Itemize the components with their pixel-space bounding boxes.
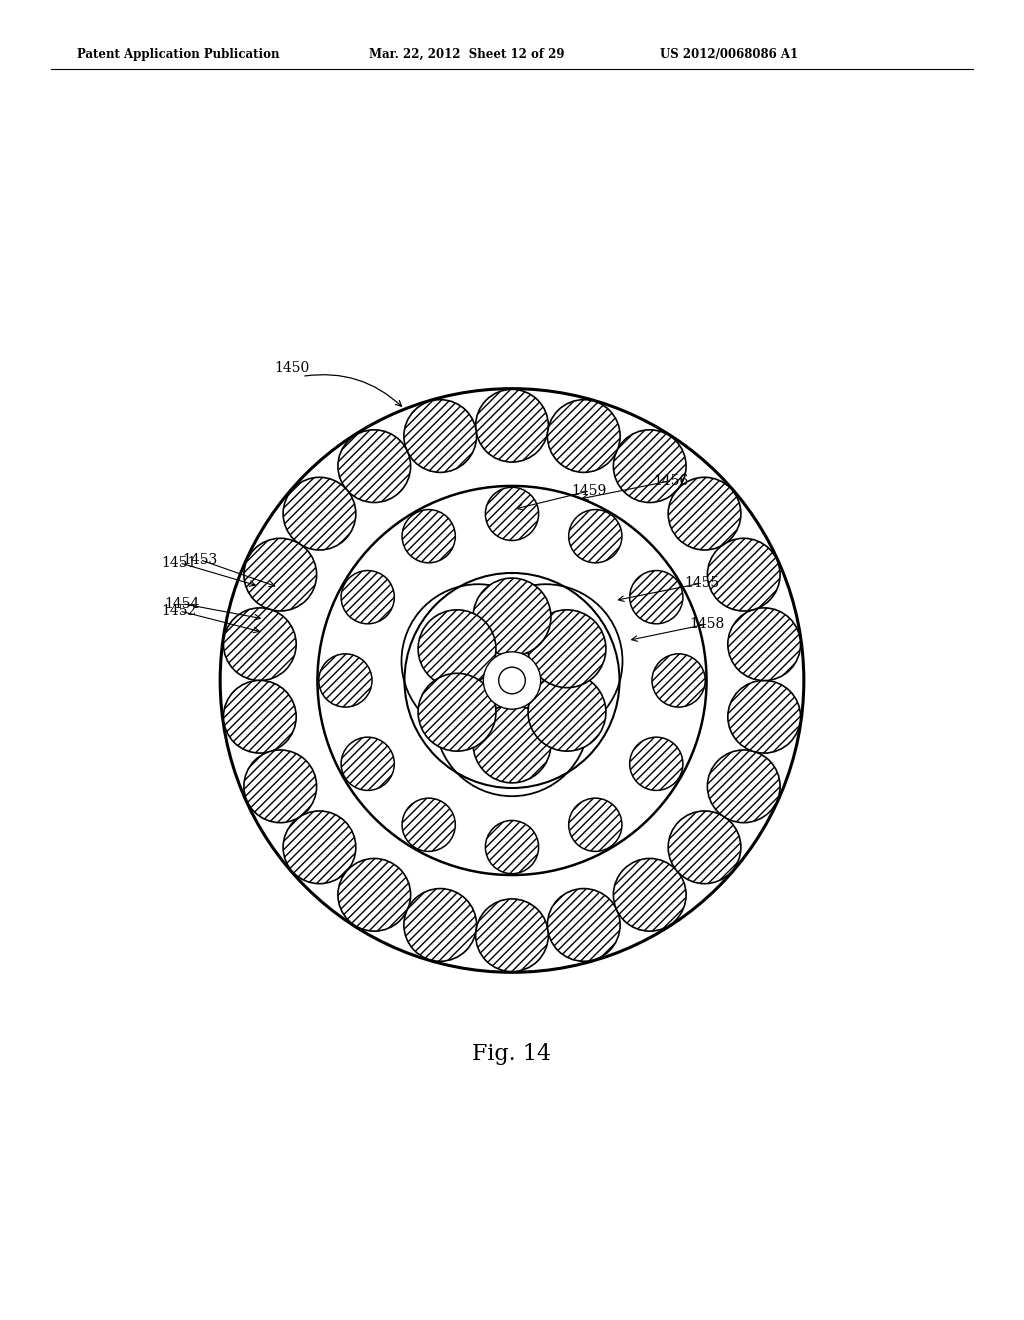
Circle shape [630, 737, 683, 791]
Circle shape [499, 667, 525, 694]
Circle shape [728, 680, 801, 754]
Circle shape [568, 510, 622, 562]
Circle shape [548, 888, 621, 961]
Circle shape [613, 858, 686, 931]
Circle shape [728, 680, 801, 754]
Circle shape [613, 430, 686, 503]
Circle shape [402, 510, 456, 562]
Circle shape [473, 705, 551, 783]
Circle shape [652, 653, 706, 708]
Circle shape [528, 673, 606, 751]
Circle shape [613, 430, 686, 503]
Circle shape [244, 539, 316, 611]
Circle shape [402, 510, 456, 562]
Text: 1454: 1454 [165, 597, 200, 611]
Text: 1452: 1452 [162, 603, 197, 618]
Circle shape [318, 653, 372, 708]
Circle shape [473, 705, 551, 783]
Text: Fig. 14: Fig. 14 [472, 1043, 552, 1065]
Circle shape [223, 609, 296, 681]
Circle shape [473, 578, 551, 656]
Circle shape [652, 653, 706, 708]
Circle shape [630, 570, 683, 624]
Circle shape [708, 539, 780, 611]
Text: Mar. 22, 2012  Sheet 12 of 29: Mar. 22, 2012 Sheet 12 of 29 [369, 48, 564, 61]
Circle shape [728, 609, 801, 681]
Circle shape [338, 858, 411, 931]
Circle shape [403, 888, 476, 961]
Circle shape [341, 737, 394, 791]
Circle shape [341, 570, 394, 624]
Circle shape [418, 610, 496, 688]
Circle shape [485, 487, 539, 540]
Circle shape [568, 510, 622, 562]
Circle shape [548, 400, 621, 473]
Circle shape [528, 610, 606, 688]
Circle shape [485, 487, 539, 540]
Text: 1450: 1450 [274, 362, 309, 375]
Circle shape [548, 400, 621, 473]
Circle shape [568, 799, 622, 851]
Circle shape [341, 570, 394, 624]
Text: 1459: 1459 [571, 484, 606, 498]
Circle shape [318, 653, 372, 708]
Circle shape [244, 750, 316, 822]
Circle shape [708, 539, 780, 611]
Text: 1456: 1456 [653, 474, 688, 488]
Circle shape [341, 737, 394, 791]
Circle shape [669, 810, 741, 883]
Circle shape [317, 486, 707, 875]
Circle shape [630, 737, 683, 791]
Circle shape [728, 609, 801, 681]
Circle shape [404, 573, 620, 788]
Circle shape [338, 430, 411, 503]
Circle shape [485, 821, 539, 874]
Circle shape [403, 400, 476, 473]
Text: US 2012/0068086 A1: US 2012/0068086 A1 [660, 48, 799, 61]
Circle shape [402, 799, 456, 851]
Circle shape [283, 478, 355, 550]
Circle shape [403, 400, 476, 473]
Circle shape [485, 821, 539, 874]
Circle shape [283, 478, 355, 550]
Circle shape [708, 750, 780, 822]
Circle shape [223, 680, 296, 754]
Circle shape [220, 388, 804, 973]
Circle shape [418, 673, 496, 751]
Circle shape [475, 389, 549, 462]
Text: 1458: 1458 [689, 618, 724, 631]
Circle shape [418, 673, 496, 751]
Circle shape [283, 810, 355, 883]
Circle shape [528, 610, 606, 688]
Circle shape [403, 888, 476, 961]
Circle shape [568, 799, 622, 851]
Circle shape [223, 680, 296, 754]
Circle shape [338, 858, 411, 931]
Circle shape [708, 750, 780, 822]
Circle shape [418, 610, 496, 688]
Circle shape [244, 539, 316, 611]
Text: 1455: 1455 [684, 577, 719, 590]
Circle shape [223, 609, 296, 681]
Circle shape [669, 810, 741, 883]
Text: Patent Application Publication: Patent Application Publication [77, 48, 280, 61]
Circle shape [475, 389, 549, 462]
Circle shape [613, 858, 686, 931]
Circle shape [244, 750, 316, 822]
Circle shape [402, 799, 456, 851]
Circle shape [473, 578, 551, 656]
Circle shape [630, 570, 683, 624]
Circle shape [475, 899, 549, 972]
Circle shape [338, 430, 411, 503]
Circle shape [548, 888, 621, 961]
Circle shape [528, 673, 606, 751]
Circle shape [669, 478, 741, 550]
Circle shape [669, 478, 741, 550]
Circle shape [283, 810, 355, 883]
Text: 1451: 1451 [162, 556, 197, 570]
Circle shape [483, 652, 541, 709]
Text: 1453: 1453 [182, 553, 217, 566]
Circle shape [475, 899, 549, 972]
